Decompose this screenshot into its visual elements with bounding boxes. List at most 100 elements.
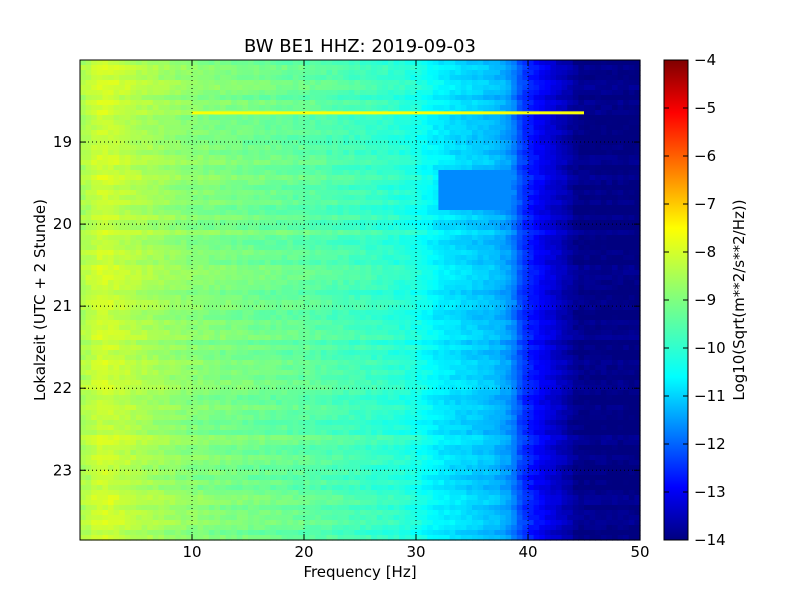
- heatmap-cell: [85, 215, 92, 221]
- heatmap-cell: [472, 125, 479, 131]
- heatmap-cell: [365, 200, 372, 206]
- heatmap-cell: [472, 260, 479, 266]
- heatmap-cell: [85, 70, 92, 76]
- heatmap-cell: [259, 60, 266, 66]
- heatmap-cell: [533, 95, 540, 101]
- heatmap-cell: [136, 155, 143, 161]
- heatmap-cell: [410, 235, 417, 241]
- heatmap-cell: [315, 100, 322, 106]
- heatmap-cell: [96, 235, 103, 241]
- heatmap-cell: [533, 290, 540, 296]
- heatmap-cell: [108, 285, 115, 291]
- heatmap-cell: [567, 75, 574, 81]
- heatmap-cell: [309, 135, 316, 141]
- heatmap-cell: [556, 75, 563, 81]
- heatmap-cell: [404, 275, 411, 281]
- heatmap-cell: [460, 160, 467, 166]
- heatmap-cell: [91, 155, 98, 161]
- heatmap-cell: [158, 275, 165, 281]
- heatmap-cell: [337, 65, 344, 71]
- heatmap-cell: [623, 85, 630, 91]
- heatmap-cell: [404, 280, 411, 286]
- heatmap-cell: [550, 80, 557, 86]
- heatmap-cell: [623, 260, 630, 266]
- heatmap-cell: [567, 195, 574, 201]
- heatmap-cell: [130, 190, 137, 196]
- heatmap-cell: [248, 185, 255, 191]
- heatmap-cell: [595, 215, 602, 221]
- heatmap-cell: [516, 135, 523, 141]
- heatmap-cell: [225, 290, 232, 296]
- heatmap-cell: [438, 95, 445, 101]
- heatmap-cell: [556, 215, 563, 221]
- heatmap-cell: [203, 125, 210, 131]
- heatmap-cell: [477, 130, 484, 136]
- heatmap-cell: [248, 95, 255, 101]
- heatmap-cell: [623, 125, 630, 131]
- heatmap-cell: [399, 290, 406, 296]
- heatmap-cell: [270, 185, 277, 191]
- heatmap-cell: [522, 185, 529, 191]
- heatmap-cell: [432, 245, 439, 251]
- heatmap-cell: [298, 80, 305, 86]
- heatmap-cell: [264, 155, 271, 161]
- heatmap-cell: [500, 75, 507, 81]
- heatmap-cell: [136, 165, 143, 171]
- heatmap-cell: [421, 215, 428, 221]
- heatmap-cell: [287, 125, 294, 131]
- heatmap-cell: [511, 255, 518, 261]
- heatmap-cell: [276, 120, 283, 126]
- heatmap-cell: [516, 235, 523, 241]
- heatmap-cell: [488, 70, 495, 76]
- heatmap-cell: [427, 70, 434, 76]
- heatmap-cell: [617, 90, 624, 96]
- heatmap-cell: [612, 275, 619, 281]
- heatmap-cell: [192, 235, 199, 241]
- heatmap-cell: [180, 280, 187, 286]
- heatmap-cell: [516, 160, 523, 166]
- heatmap-cell: [264, 80, 271, 86]
- heatmap-cell: [500, 100, 507, 106]
- heatmap-cell: [169, 245, 176, 251]
- heatmap-cell: [556, 190, 563, 196]
- heatmap-cell: [500, 175, 507, 181]
- heatmap-cell: [332, 260, 339, 266]
- heatmap-cell: [80, 265, 87, 271]
- heatmap-cell: [304, 270, 311, 276]
- heatmap-cell: [270, 65, 277, 71]
- heatmap-cell: [617, 200, 624, 206]
- heatmap-cell: [231, 90, 238, 96]
- heatmap-cell: [494, 195, 501, 201]
- heatmap-cell: [589, 235, 596, 241]
- heatmap-cell: [85, 200, 92, 206]
- heatmap-cell: [242, 205, 249, 211]
- heatmap-cell: [242, 235, 249, 241]
- heatmap-cell: [393, 150, 400, 156]
- heatmap-cell: [337, 145, 344, 151]
- heatmap-cell: [561, 90, 568, 96]
- heatmap-cell: [96, 180, 103, 186]
- heatmap-cell: [589, 205, 596, 211]
- heatmap-cell: [298, 165, 305, 171]
- heatmap-cell: [102, 105, 109, 111]
- heatmap-cell: [175, 145, 182, 151]
- heatmap-cell: [623, 270, 630, 276]
- heatmap-cell: [108, 205, 115, 211]
- heatmap-cell: [365, 180, 372, 186]
- heatmap-cell: [572, 235, 579, 241]
- heatmap-cell: [136, 100, 143, 106]
- heatmap-cell: [264, 135, 271, 141]
- heatmap-cell: [477, 165, 484, 171]
- heatmap-cell: [550, 205, 557, 211]
- heatmap-cell: [119, 230, 126, 236]
- heatmap-cell: [225, 125, 232, 131]
- heatmap-cell: [113, 175, 120, 181]
- heatmap-cell: [522, 300, 529, 306]
- heatmap-cell: [628, 170, 635, 176]
- heatmap-cell: [550, 275, 557, 281]
- heatmap-cell: [158, 135, 165, 141]
- heatmap-cell: [589, 95, 596, 101]
- heatmap-cell: [113, 150, 120, 156]
- heatmap-cell: [264, 60, 271, 66]
- heatmap-cell: [511, 175, 518, 181]
